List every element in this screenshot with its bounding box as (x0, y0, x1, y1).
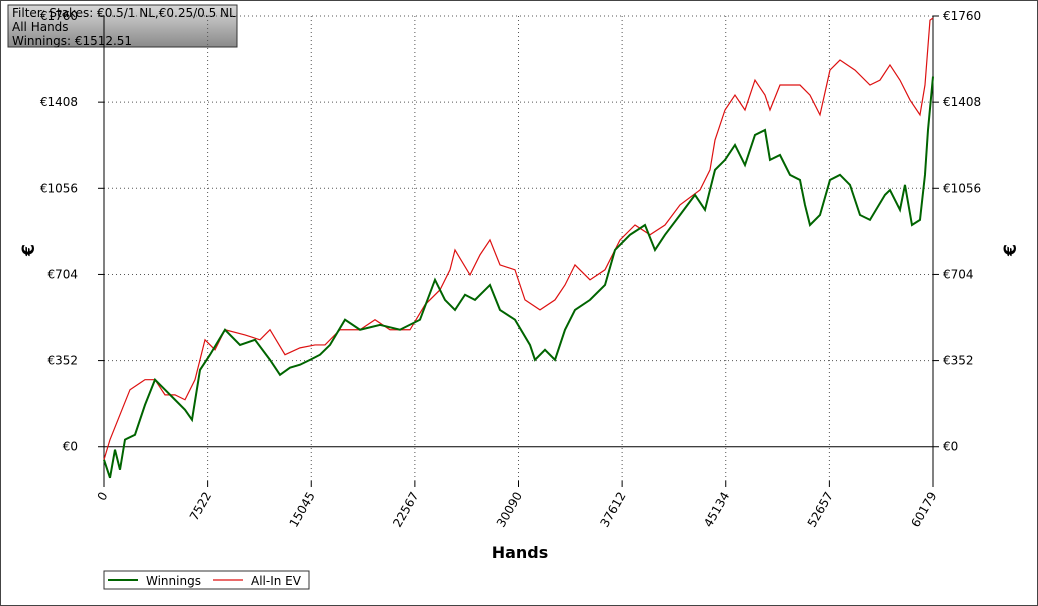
y2-tick-label: €1408 (943, 95, 981, 109)
x-axis-label: Hands (492, 543, 549, 562)
y2-tick-label: €352 (943, 354, 974, 368)
y-tick-label: €1760 (40, 9, 78, 23)
y-tick-label: €1056 (40, 181, 78, 195)
info-line: All Hands (12, 20, 69, 34)
y2-axis-label: € (1001, 244, 1021, 257)
legend-box (103, 570, 310, 590)
y-tick-label: €352 (47, 354, 78, 368)
y2-tick-label: €0 (943, 440, 958, 454)
y-axis-label: € (19, 244, 39, 257)
info-line: Winnings: €1512.51 (12, 34, 132, 48)
series-line (103, 76, 934, 479)
legend-label: Winnings (146, 574, 201, 588)
y-tick-label: €704 (47, 267, 78, 281)
legend-label: All-In EV (251, 574, 302, 588)
info-box (7, 4, 238, 48)
y2-tick-label: €704 (943, 267, 974, 281)
y2-tick-label: €1056 (943, 181, 981, 195)
y-tick-label: €1408 (40, 95, 78, 109)
y2-tick-label: €1760 (943, 9, 981, 23)
y-tick-label: €0 (63, 440, 78, 454)
